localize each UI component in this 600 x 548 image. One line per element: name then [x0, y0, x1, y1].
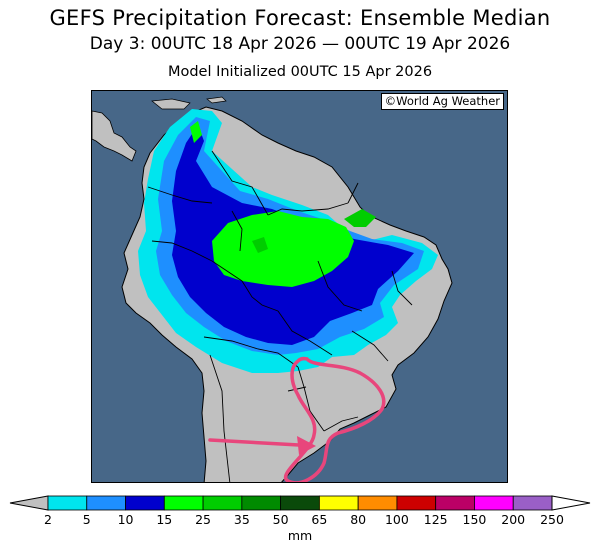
country-borders	[147, 150, 413, 482]
colorbar-segment	[396, 495, 437, 511]
precip-15-25mm-area	[212, 211, 354, 287]
colorbar-tick-label: 25	[195, 512, 212, 527]
colorbar-segment	[474, 495, 514, 511]
colorbar-tick-label: 50	[272, 512, 289, 527]
colorbar-segment	[318, 495, 359, 511]
model-initialized: Model Initialized 00UTC 15 Apr 2026	[167, 64, 433, 80]
colorbar-tick-label: 15	[156, 512, 173, 527]
colorbar-segment	[241, 495, 282, 511]
colorbar-tick-label: 200	[501, 512, 526, 527]
colorbar-tick-label: 5	[82, 512, 91, 527]
colorbar-tick-label: 65	[311, 512, 328, 527]
colorbar-tick-label: 150	[462, 512, 487, 527]
colorbar-units: mm	[287, 528, 313, 543]
colorbar-segment	[163, 495, 204, 511]
colorbar-segment	[357, 495, 398, 511]
colorbar-tick-label: 2	[44, 512, 52, 527]
colorbar-tick-label: 80	[350, 512, 367, 527]
caribbean-island	[206, 96, 227, 104]
precipitation-overlay	[138, 109, 438, 373]
caribbean-island	[151, 98, 191, 110]
colorbar-tick-label: 10	[117, 512, 134, 527]
colorbar-segment	[86, 495, 126, 511]
precip-25-35mm-area	[252, 237, 268, 253]
annotation-arrow	[208, 436, 316, 455]
precipitation-map: ©World Ag Weather	[91, 90, 508, 483]
credit-label: ©World Ag Weather	[380, 93, 504, 110]
colorbar-high-extension	[551, 495, 591, 511]
map-canvas	[92, 91, 507, 482]
colorbar-tick-label: 250	[540, 512, 564, 527]
colorbar	[9, 495, 591, 511]
colorbar-segment	[435, 495, 475, 511]
colorbar-segment	[125, 495, 165, 511]
colorbar-segment	[512, 495, 553, 511]
precip-15-25mm-area	[190, 121, 202, 143]
colorbar-tick-label: 125	[423, 512, 448, 527]
annotation-outline	[283, 356, 386, 482]
colorbar-tick-label: 35	[233, 512, 250, 527]
figure-title: GEFS Precipitation Forecast: Ensemble Me…	[49, 6, 551, 30]
colorbar-low-extension	[9, 495, 49, 511]
colorbar-segment	[202, 495, 243, 511]
colorbar-segment	[280, 495, 320, 511]
colorbar-segment	[47, 495, 88, 511]
valid-period: Day 3: 00UTC 18 Apr 2026 — 00UTC 19 Apr …	[89, 34, 511, 54]
central-america-land	[92, 110, 137, 162]
colorbar-tick-label: 100	[384, 512, 409, 527]
precip-25-35mm-area	[344, 209, 376, 227]
